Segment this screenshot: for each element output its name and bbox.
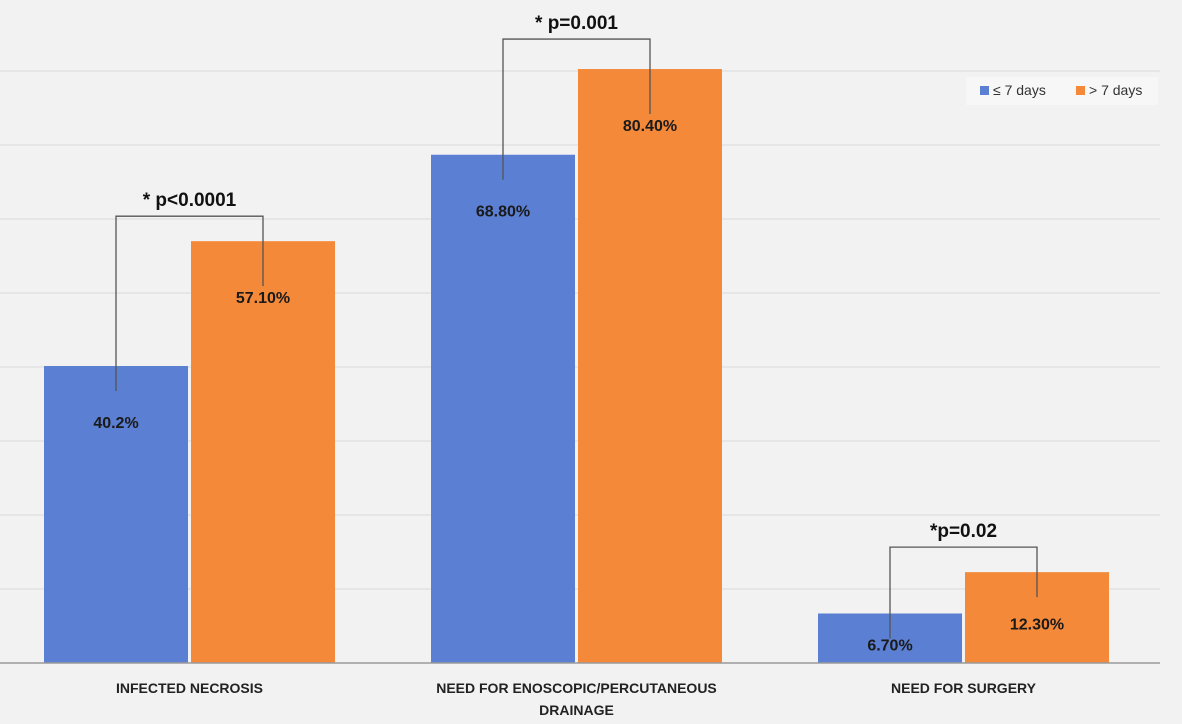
significance-bracket [889, 546, 1038, 639]
x-tick-label: NEED FOR SURGERY [891, 680, 1037, 696]
data-label: 80.40% [623, 118, 677, 135]
significance-bracket [115, 215, 264, 392]
legend-entry: ≤ 7 days [993, 82, 1046, 98]
significance-bracket [502, 38, 651, 180]
data-label: 12.30% [1010, 617, 1064, 634]
bar-gt7-0 [191, 241, 335, 663]
p-value-annotation: *p=0.02 [930, 521, 997, 542]
legend-swatch [980, 86, 989, 95]
x-tick-label: NEED FOR ENOSCOPIC/PERCUTANEOUS [436, 680, 717, 696]
data-label: 6.70% [867, 637, 912, 654]
legend-swatch [1076, 86, 1085, 95]
bar-le7-0 [44, 366, 188, 663]
x-tick-label: DRAINAGE [539, 702, 614, 718]
data-label: 57.10% [236, 290, 290, 307]
p-value-annotation: * p=0.001 [535, 13, 618, 34]
bar-le7-1 [431, 154, 575, 664]
data-label: 68.80% [476, 204, 530, 221]
p-value-annotation: * p<0.0001 [143, 190, 237, 211]
bar-gt7-1 [578, 69, 722, 664]
x-tick-label: INFECTED NECROSIS [116, 680, 263, 696]
legend-entry: > 7 days [1089, 82, 1142, 98]
data-label: 40.2% [93, 415, 138, 432]
legend-box [966, 77, 1158, 105]
